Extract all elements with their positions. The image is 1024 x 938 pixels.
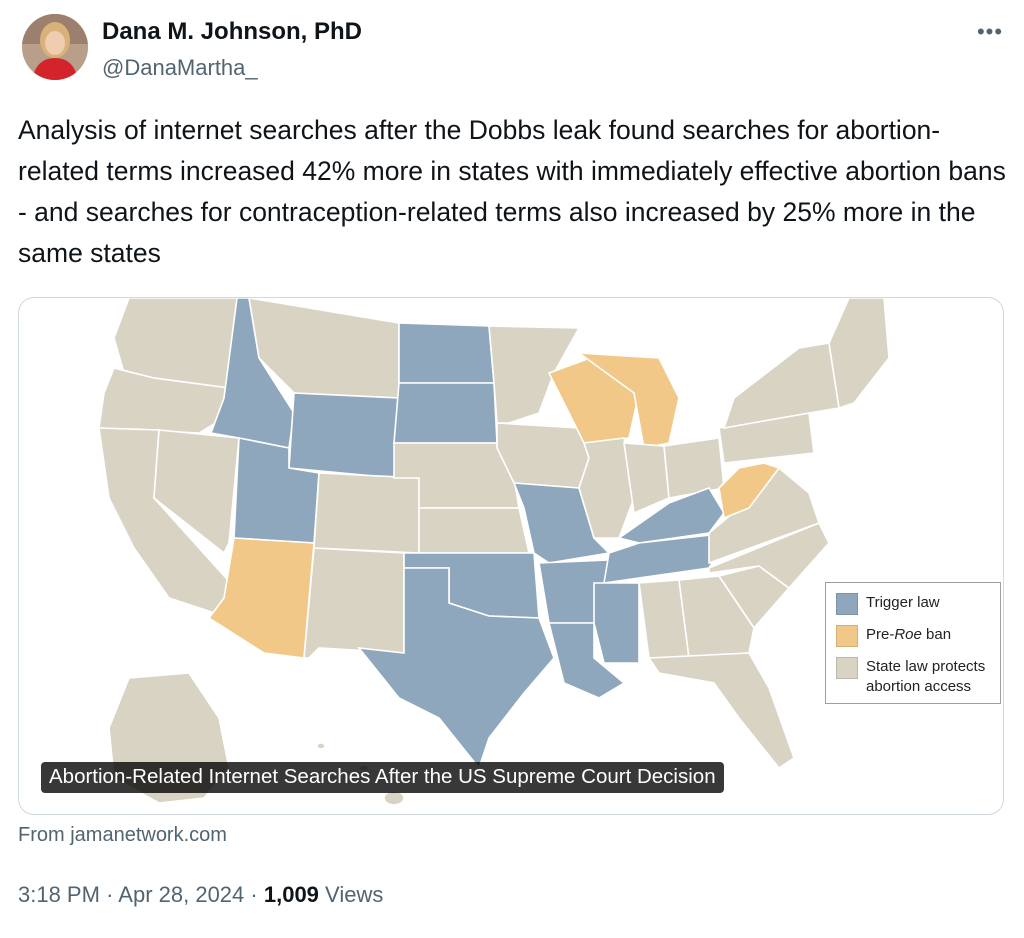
- media-caption: Abortion-Related Internet Searches After…: [41, 762, 724, 793]
- avatar-image: [22, 14, 88, 80]
- legend-item-pre-roe-ban: Pre-Roe ban: [836, 625, 1000, 647]
- more-button[interactable]: •••: [970, 14, 1010, 50]
- tweet-time[interactable]: 3:18 PM: [18, 882, 100, 907]
- legend-label-italic: Roe: [894, 626, 922, 643]
- legend-label-suffix: ban: [921, 626, 952, 643]
- author-name[interactable]: Dana M. Johnson, PhD: [102, 18, 363, 45]
- views-label: Views: [325, 882, 384, 907]
- legend-label-prefix: Pre-: [866, 626, 895, 643]
- us-map-image: .g { fill:#d9d3c4; stroke:#ffffff; strok…: [98, 298, 890, 806]
- legend-label: State law protects abortion access: [866, 658, 986, 695]
- separator: ·: [250, 882, 258, 907]
- legend-label: Pre-Roe ban: [866, 625, 951, 645]
- more-horizontal-icon: •••: [976, 19, 1004, 44]
- tweet-meta: 3:18 PM · Apr 28, 2024 · 1,009 Views: [18, 882, 383, 908]
- legend-item-protects-access: State law protects abortion access: [836, 657, 1000, 697]
- avatar[interactable]: [22, 14, 88, 80]
- legend-swatch: [836, 593, 858, 615]
- author-handle[interactable]: @DanaMartha_: [102, 55, 258, 80]
- separator: ·: [106, 882, 114, 907]
- legend-swatch: [836, 657, 858, 679]
- link-source[interactable]: From jamanetwork.com: [18, 824, 227, 846]
- map-legend: Trigger law Pre-Roe ban State law protec…: [825, 582, 1001, 704]
- views-count: 1,009: [263, 882, 319, 907]
- legend-label: Trigger law: [866, 594, 940, 611]
- tweet-text: Analysis of internet searches after the …: [18, 115, 1006, 268]
- legend-swatch: [836, 625, 858, 647]
- legend-item-trigger-law: Trigger law: [836, 593, 1000, 615]
- tweet-date[interactable]: Apr 28, 2024: [118, 882, 245, 907]
- media-card[interactable]: .g { fill:#d9d3c4; stroke:#ffffff; strok…: [18, 297, 1004, 815]
